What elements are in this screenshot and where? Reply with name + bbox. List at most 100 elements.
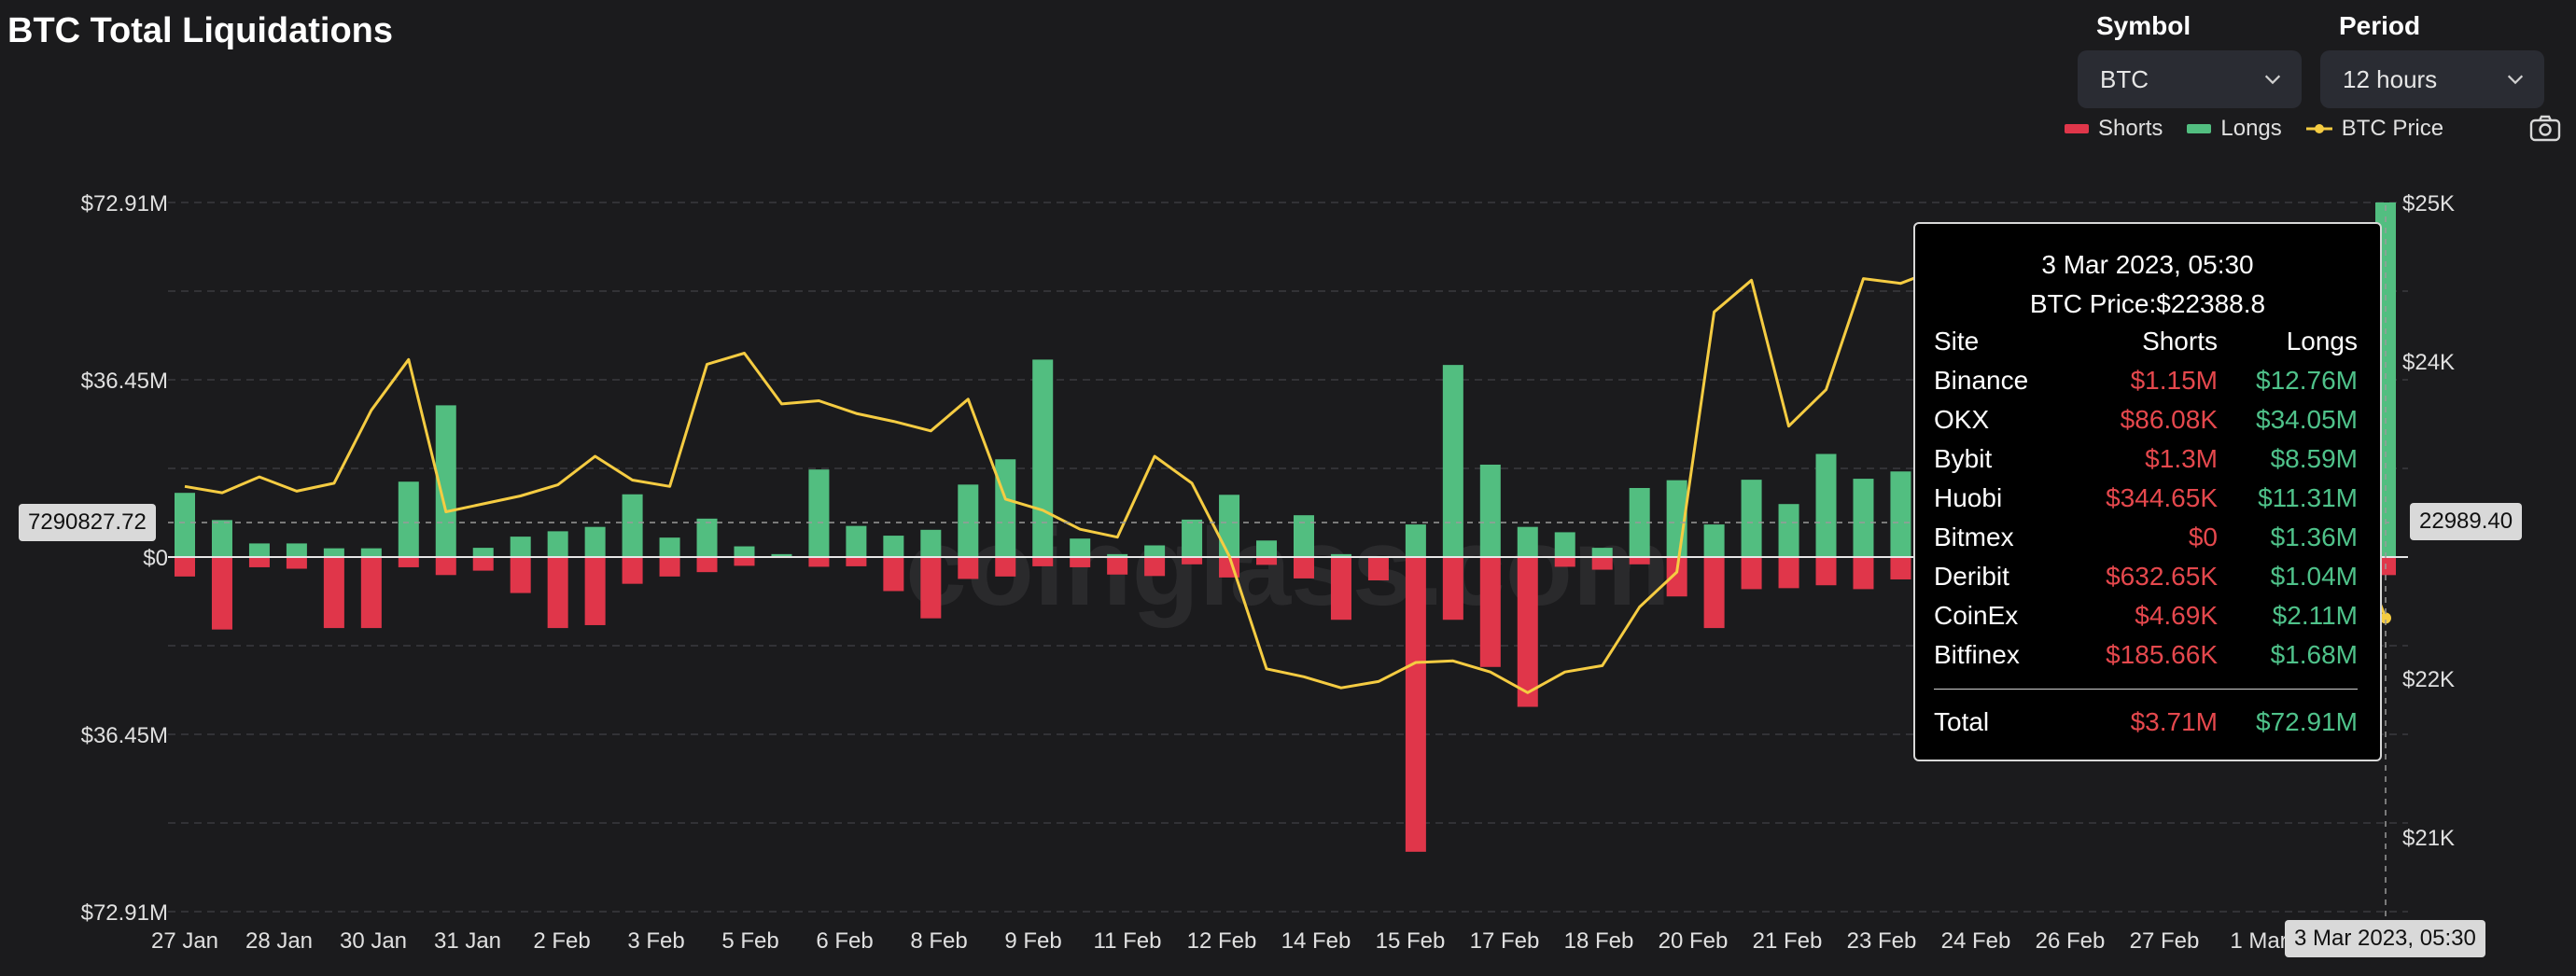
longs-bar [286, 543, 307, 557]
shorts-bar [1741, 557, 1762, 590]
shorts-swatch [2065, 124, 2089, 133]
shorts-bar [1629, 557, 1650, 565]
shorts-bar [175, 557, 195, 577]
longs-bar [696, 518, 718, 557]
legend-longs-label: Longs [2220, 116, 2282, 141]
tooltip-longs: $1.04M [2270, 562, 2358, 591]
right-tick-label: $21K [2402, 826, 2455, 851]
x-tick-label: 14 Feb [1281, 928, 1351, 954]
x-axis: 27 Jan 28 Jan 30 Jan 31 Jan 2 Feb 3 Feb 5 Feb 6… [151, 928, 2288, 954]
longs-bar [1554, 532, 1575, 557]
x-tick-label: 30 Jan [340, 928, 407, 954]
longs-swatch [2187, 124, 2212, 133]
hover-tooltip: 3 Mar 2023, 05:30 BTC Price:$22388.8 Sit… [1913, 222, 2382, 761]
x-tick-label: 9 Feb [1004, 928, 1061, 954]
shorts-bar [1070, 557, 1091, 567]
shorts-bar [1182, 557, 1203, 565]
x-tick-label: 1 Mar [2230, 928, 2287, 954]
x-tick-label: 2 Feb [533, 928, 590, 954]
shorts-bar [1666, 557, 1687, 597]
tooltip-row: Bitfinex $185.66K $1.68M [1934, 640, 2358, 674]
longs-bar [808, 469, 830, 557]
tooltip-shorts: $344.65K [2106, 483, 2218, 512]
shorts-bar [1890, 557, 1911, 579]
tooltip-site: Bybit [1934, 444, 1993, 473]
tooltip-longs: $11.31M [2258, 483, 2358, 512]
chevron-down-icon [2264, 75, 2281, 85]
longs-bar [1890, 471, 1911, 557]
shorts-bar [995, 557, 1016, 577]
shorts-bar [323, 557, 344, 629]
shorts-bar [1517, 557, 1538, 707]
shorts-bar [1703, 557, 1725, 629]
period-value: 12 hours [2343, 64, 2438, 93]
tooltip-shorts: $0 [2188, 523, 2218, 551]
longs-bar [622, 494, 643, 557]
tooltip-longs: $1.36M [2270, 523, 2358, 551]
x-tick-label: 27 Jan [151, 928, 218, 954]
tooltip-site: OKX [1934, 405, 1990, 434]
x-tick-label: 27 Feb [2130, 928, 2200, 954]
longs-bar [1853, 479, 1874, 557]
shorts-bar [1405, 557, 1426, 852]
longs-bar [995, 459, 1016, 557]
right-tick-label: $25K [2402, 191, 2455, 216]
shorts-bar [1442, 557, 1463, 620]
shorts-bar [1367, 557, 1389, 581]
shorts-bar [920, 557, 942, 619]
longs-bar [1107, 553, 1128, 557]
longs-bar [1591, 548, 1613, 557]
shorts-bar [1330, 557, 1351, 620]
camera-icon[interactable] [2529, 114, 2561, 142]
period-select[interactable]: 12 hours [2320, 50, 2544, 108]
shorts-bar [472, 557, 494, 571]
longs-bar [584, 526, 606, 557]
tooltip-header-row: Site Shorts Longs [1934, 327, 2358, 360]
tooltip-total-row: Total $3.71M $72.91M [1934, 707, 2358, 741]
legend-item-longs[interactable]: Longs [2187, 116, 2282, 142]
tooltip-row: OKX $86.08K $34.05M [1934, 405, 2358, 439]
x-tick-label: 21 Feb [1753, 928, 1823, 954]
shorts-bar [584, 557, 606, 625]
left-tick-label: $36.45M [81, 723, 168, 748]
tooltip-shorts: $1.3M [2145, 444, 2218, 473]
x-tick-label: 28 Jan [245, 928, 313, 954]
tooltip-row: Deribit $632.65K $1.04M [1934, 562, 2358, 595]
tooltip-total-shorts: $3.71M [2130, 707, 2218, 736]
x-tick-label: 12 Feb [1187, 928, 1257, 954]
longs-bar [211, 520, 232, 557]
shorts-bar [1778, 557, 1799, 589]
shorts-bar [1107, 557, 1128, 575]
shorts-bar [734, 557, 755, 566]
x-tick-label: 26 Feb [2036, 928, 2106, 954]
longs-bar [920, 529, 942, 557]
watermark: coinglass.com [905, 506, 1671, 629]
symbol-select[interactable]: BTC [2078, 50, 2302, 108]
symbol-value: BTC [2100, 64, 2149, 93]
x-tick-label: 20 Feb [1659, 928, 1729, 954]
shorts-bar [1591, 557, 1613, 570]
tooltip-row: Bybit $1.3M $8.59M [1934, 444, 2358, 478]
longs-bar [1517, 526, 1538, 557]
shorts-bar [808, 557, 830, 567]
shorts-bar [958, 557, 979, 579]
right-axis: $25K $24K $22K $21K [2402, 191, 2455, 851]
longs-bar [1032, 359, 1054, 557]
x-tick-label: 18 Feb [1564, 928, 1634, 954]
longs-bar [510, 537, 531, 557]
shorts-bar [622, 557, 643, 584]
shorts-bar [360, 557, 382, 629]
longs-bar [1703, 524, 1725, 557]
longs-bar [659, 537, 680, 557]
longs-bar [323, 548, 344, 557]
legend-item-shorts[interactable]: Shorts [2065, 116, 2163, 142]
longs-bar [398, 481, 419, 557]
legend-shorts-label: Shorts [2098, 116, 2163, 141]
price-hover-dot [2380, 612, 2391, 624]
right-tick-label: $22K [2402, 667, 2455, 692]
longs-bar [1405, 524, 1426, 557]
shorts-bar [1554, 557, 1575, 567]
legend-item-price[interactable]: BTC Price [2305, 116, 2443, 142]
longs-bar [1330, 553, 1351, 557]
